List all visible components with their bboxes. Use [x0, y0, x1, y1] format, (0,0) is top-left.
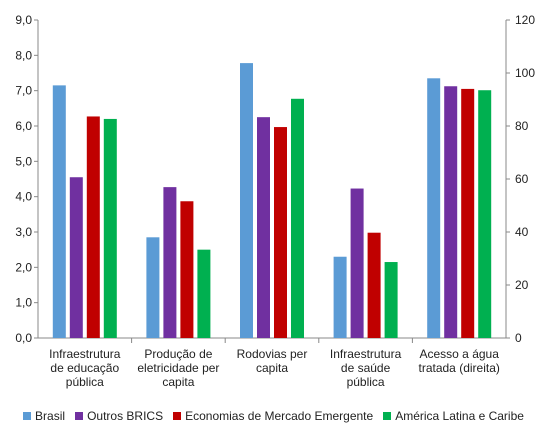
bar-brasil	[52, 85, 66, 338]
bar-américa-latina-e-caribe	[478, 90, 492, 338]
x-category-label: eletricidade per	[137, 361, 219, 375]
bar-brasil	[427, 78, 441, 339]
bar-brasil	[146, 237, 160, 338]
x-category-label: tratada (direita)	[419, 361, 500, 375]
y-right-tick-label: 120	[515, 13, 535, 27]
bar-américa-latina-e-caribe	[384, 262, 398, 338]
y-left-tick-label: 2,0	[15, 260, 32, 274]
y-right-tick-label: 60	[515, 172, 529, 186]
x-category-label: Infraestrutura	[330, 347, 402, 361]
legend-label: Brasil	[35, 409, 66, 423]
bar-outros-brics	[257, 117, 270, 339]
bar-américa-latina-e-caribe	[197, 249, 211, 338]
y-right-tick-label: 0	[515, 331, 522, 345]
y-left-tick-label: 9,0	[15, 13, 32, 27]
x-category-label: capita	[256, 361, 288, 375]
x-category-label: Rodovias per	[237, 347, 308, 361]
bar-outros-brics	[163, 187, 177, 338]
x-category-label: pública	[347, 375, 385, 389]
legend: Brasil Outros BRICS Economias de Mercado E…	[0, 409, 547, 423]
y-right-tick-label: 100	[515, 66, 535, 80]
bar-américa-latina-e-caribe	[103, 118, 117, 338]
legend-label: Outros BRICS	[87, 409, 164, 423]
legend-swatch	[173, 412, 182, 420]
legend-item: América Latina e Caribe	[383, 409, 524, 423]
y-left-tick-label: 6,0	[15, 119, 32, 133]
x-category-label: Infraestrutura	[49, 347, 121, 361]
y-left-tick-label: 3,0	[15, 225, 32, 239]
y-left-tick-label: 4,0	[15, 190, 32, 204]
bar-outros-brics	[69, 177, 83, 338]
y-left-tick-label: 5,0	[15, 154, 32, 168]
bar-outros-brics	[350, 188, 364, 338]
legend-swatch	[75, 412, 84, 420]
y-left-tick-label: 8,0	[15, 48, 32, 62]
x-category-label: pública	[66, 375, 104, 389]
legend-swatch	[23, 412, 32, 420]
x-category-label: de saúde	[341, 361, 391, 375]
legend-item: Outros BRICS	[75, 409, 163, 423]
y-right-tick-label: 20	[515, 278, 529, 292]
legend-item: Economias de Mercado Emergente	[173, 409, 373, 423]
bar-outros-brics	[444, 86, 458, 338]
bar-economias-de-mercado-emergente	[461, 88, 475, 339]
x-category-label: de educação	[50, 361, 119, 375]
bar-brasil	[333, 256, 347, 338]
bar-américa-latina-e-caribe	[291, 98, 304, 338]
y-right-tick-label: 80	[515, 119, 529, 133]
legend-swatch	[383, 412, 392, 420]
bar-economias-de-mercado-emergente	[367, 232, 381, 338]
x-category-label: Acesso a água	[420, 347, 500, 361]
y-right-tick-label: 40	[515, 225, 529, 239]
bar-economias-de-mercado-emergente	[274, 127, 287, 338]
bar-economias-de-mercado-emergente	[180, 201, 194, 338]
x-category-label: Produção de	[144, 347, 212, 361]
bar-brasil	[240, 63, 253, 339]
x-category-label: capita	[162, 375, 194, 389]
legend-item: Brasil	[23, 409, 65, 423]
bar-economias-de-mercado-emergente	[86, 116, 100, 339]
y-left-tick-label: 7,0	[15, 84, 32, 98]
legend-label: Economias de Mercado Emergente	[185, 409, 374, 423]
legend-label: América Latina e Caribe	[395, 409, 524, 423]
y-left-tick-label: 0,0	[15, 331, 32, 345]
y-left-tick-label: 1,0	[15, 296, 32, 310]
